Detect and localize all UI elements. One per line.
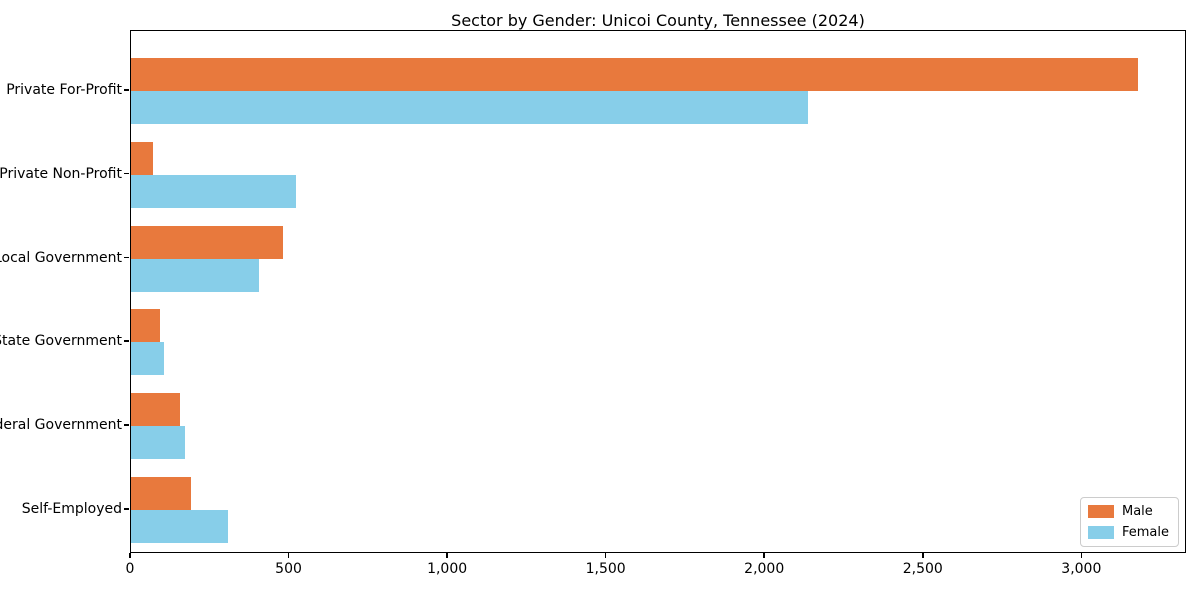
chart-title: Sector by Gender: Unicoi County, Tenness… (451, 11, 865, 30)
bar-female-3 (131, 258, 260, 292)
legend-item-female: Female (1087, 525, 1169, 540)
x-tick-label: 2,000 (744, 561, 785, 577)
x-tick-mark (446, 553, 448, 558)
x-tick-mark (287, 553, 290, 558)
legend-item-male: Male (1087, 504, 1169, 519)
bar-female-6 (131, 510, 228, 543)
bar-male-3 (131, 225, 284, 259)
legend-label-male: Male (1121, 504, 1153, 519)
y-tick-mark (124, 172, 129, 175)
y-category-label: State Government (0, 333, 122, 350)
y-category-label: Private Non-Profit (0, 165, 122, 182)
x-tick-mark (1080, 553, 1083, 558)
x-tick-mark (129, 553, 131, 558)
bar-male-5 (131, 393, 181, 427)
x-tick-label: 2,500 (902, 561, 943, 577)
y-category-label: Self-Employed (21, 501, 122, 517)
y-tick-mark (124, 256, 129, 259)
x-tick-label: 1,000 (427, 561, 468, 577)
y-tick-mark (124, 340, 129, 342)
bar-female-5 (131, 426, 185, 460)
y-tick-mark (124, 89, 129, 91)
bar-male-1 (131, 58, 1138, 91)
legend: Male Female (1079, 497, 1179, 547)
legend-swatch-female (1087, 526, 1114, 539)
x-tick-label: 500 (275, 561, 302, 577)
legend-swatch-male (1087, 505, 1114, 518)
bar-male-4 (131, 309, 160, 343)
y-category-label: Private For-Profit (6, 82, 122, 98)
bar-female-4 (131, 342, 165, 376)
bar-female-1 (131, 91, 809, 124)
y-tick-mark (124, 508, 129, 510)
x-tick-label: 3,000 (1061, 561, 1102, 577)
x-tick-label: 1,500 (585, 561, 626, 577)
bar-female-2 (131, 174, 296, 208)
x-tick-mark (763, 553, 765, 558)
x-tick-mark (604, 553, 607, 558)
bar-male-6 (131, 477, 192, 510)
x-tick-label: 0 (125, 561, 135, 577)
legend-label-female: Female (1121, 525, 1169, 540)
y-category-label: Federal Government (0, 417, 122, 434)
y-tick-mark (124, 424, 129, 426)
y-category-label: Local Government (0, 249, 122, 266)
plot-area (130, 30, 1186, 553)
bar-male-2 (131, 141, 154, 175)
x-tick-mark (922, 553, 924, 558)
